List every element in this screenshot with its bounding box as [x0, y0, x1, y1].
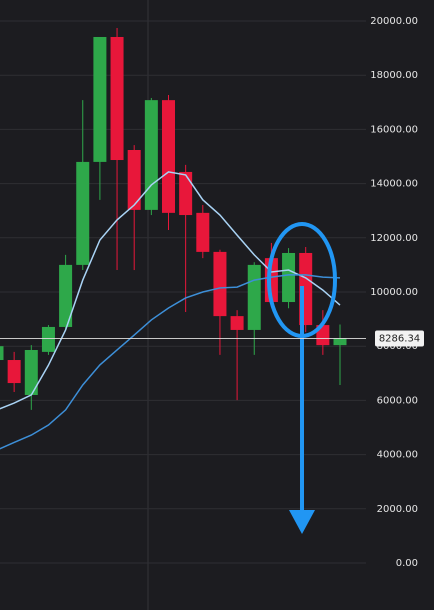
- y-tick-label: 6000.00: [377, 395, 418, 406]
- y-tick-label: 16000.00: [370, 124, 418, 135]
- moving-average-line: [0, 171, 341, 410]
- arrow-head: [289, 510, 315, 534]
- candle-body: [230, 316, 244, 330]
- annotation: [267, 222, 337, 534]
- candle-body: [213, 251, 227, 317]
- candle-body: [196, 212, 210, 252]
- plot: 0.00 2000.00 4000.00 6000.00 8000.00 10000.00…: [0, 16, 418, 569]
- y-tick-label: 8000.00: [377, 341, 418, 352]
- candle-body: [59, 264, 73, 327]
- candle-body: [247, 264, 261, 330]
- y-tick-label: 2000.00: [377, 504, 418, 515]
- moving-average-line: [0, 274, 341, 450]
- current-price-box: [375, 330, 424, 347]
- candle-body: [76, 161, 90, 265]
- candle-body: [333, 338, 347, 346]
- candle-body: [110, 36, 124, 161]
- y-tick-label: 14000.00: [370, 179, 418, 190]
- candle-body: [179, 171, 193, 216]
- candle-body: [162, 100, 175, 213]
- y-tick-label: 4000.00: [377, 450, 418, 461]
- y-tick-label: 10000.00: [370, 287, 418, 298]
- candle-body: [282, 252, 296, 303]
- candle-body: [7, 360, 21, 384]
- candle-body: [144, 100, 158, 210]
- candle-body: [24, 349, 38, 395]
- candle-body: [41, 326, 55, 352]
- candle-body: [0, 346, 4, 361]
- current-price-label: 8286.34: [379, 333, 420, 344]
- y-tick-label: 18000.00: [370, 70, 418, 81]
- price-marker: 8286.34: [0, 330, 424, 347]
- y-tick-label: 12000.00: [370, 233, 418, 244]
- candle-body: [127, 149, 141, 210]
- y-tick-label: 20000.00: [370, 16, 418, 27]
- y-tick-label: 0.00: [396, 558, 418, 569]
- candle-body: [93, 36, 107, 162]
